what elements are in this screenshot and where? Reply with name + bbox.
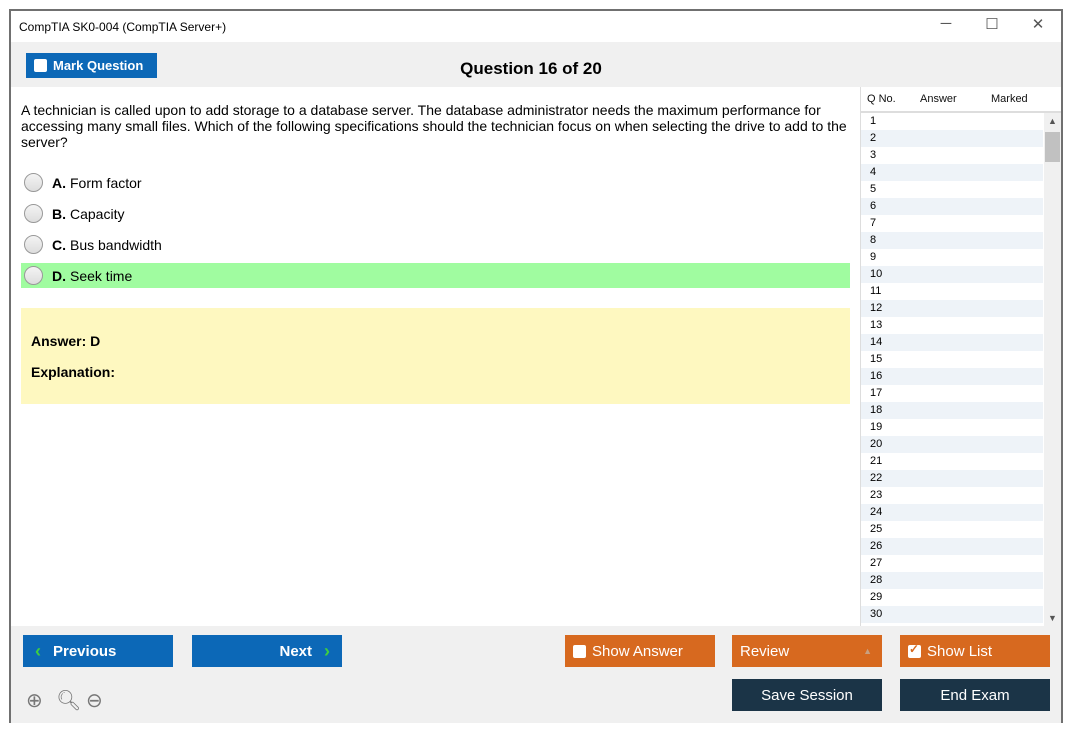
option-letter: D. <box>52 267 66 284</box>
checkbox-icon <box>34 59 47 72</box>
option-letter: A. <box>52 174 66 191</box>
list-row[interactable]: 29 <box>870 591 883 603</box>
option-text: Capacity <box>70 205 125 222</box>
previous-label: Previous <box>53 642 117 660</box>
caret-up-icon: ▲ <box>863 646 872 656</box>
zoom-out-icon[interactable]: ⊖ <box>86 690 103 712</box>
explanation-label: Explanation: <box>31 364 116 380</box>
list-row[interactable]: 25 <box>870 523 883 535</box>
answer-box: Answer: D Explanation: <box>21 308 850 404</box>
list-header: Q No. Answer Marked <box>861 87 1061 113</box>
list-row[interactable]: 14 <box>861 334 1043 351</box>
header-answer: Answer <box>920 93 957 105</box>
toolbar: Mark Question Question 16 of 20 <box>11 42 1061 87</box>
option-text: Bus bandwidth <box>70 236 162 253</box>
bottom-bar: ‹ Previous Next › Show Answer Review ▲ ✓ Sho… <box>11 626 1061 723</box>
show-answer-label: Show Answer <box>592 642 683 660</box>
list-row[interactable]: 15 <box>870 353 883 365</box>
list-row[interactable]: 19 <box>870 421 883 433</box>
list-row[interactable]: 30 <box>861 606 1043 623</box>
list-row[interactable]: 5 <box>870 183 877 195</box>
list-row[interactable]: 24 <box>861 504 1043 521</box>
checkbox-icon <box>573 644 586 658</box>
list-row[interactable]: 10 <box>861 266 1043 283</box>
option-text: Seek time <box>70 267 133 284</box>
zoom-reset-icon[interactable]: 🔍︎ <box>56 690 82 712</box>
scroll-up-icon[interactable]: ▲ <box>1048 116 1057 126</box>
scroll-thumb[interactable] <box>1045 132 1060 162</box>
list-row[interactable]: 8 <box>861 232 1043 249</box>
list-row[interactable]: 26 <box>861 538 1043 555</box>
mark-question-label: Mark Question <box>53 58 144 73</box>
list-row[interactable]: 9 <box>870 251 877 263</box>
list-row[interactable]: 22 <box>861 470 1043 487</box>
end-exam-button[interactable]: End Exam <box>900 679 1050 711</box>
list-row[interactable]: 27 <box>870 557 883 569</box>
radio-icon[interactable] <box>24 173 43 192</box>
answer-text: Answer: D <box>31 333 101 349</box>
app-window: CompTIA SK0-004 (CompTIA Server+) ─ ☐ ✕ … <box>9 9 1063 723</box>
question-list: Q No. Answer Marked 1 2 3 4 5 6 7 8 9 10 11 12 13 14 1… <box>860 87 1061 626</box>
option-letter: B. <box>52 205 66 222</box>
header-marked: Marked <box>991 93 1028 105</box>
review-label: Review <box>740 642 790 660</box>
chevron-left-icon: ‹ <box>35 640 41 661</box>
radio-icon[interactable] <box>24 266 43 285</box>
list-row[interactable]: 11 <box>870 285 882 297</box>
list-row[interactable]: 18 <box>861 402 1043 419</box>
question-text: A technician is called upon to add stora… <box>21 102 847 150</box>
option-letter: C. <box>52 236 66 253</box>
list-row[interactable]: 1 <box>870 115 877 127</box>
list-row[interactable]: 23 <box>870 489 883 501</box>
radio-icon[interactable] <box>24 204 43 223</box>
question-panel: A technician is called upon to add stora… <box>11 87 860 626</box>
list-row[interactable]: 12 <box>861 300 1043 317</box>
list-row[interactable]: 21 <box>870 455 883 467</box>
minimize-button[interactable]: ─ <box>940 15 952 32</box>
list-row[interactable]: 2 <box>861 130 1043 147</box>
next-label: Next <box>279 642 312 660</box>
list-row[interactable]: 16 <box>861 368 1043 385</box>
chevron-right-icon: › <box>324 640 330 661</box>
list-row[interactable]: 13 <box>870 319 883 331</box>
option-d[interactable]: D. Seek time <box>21 263 850 288</box>
option-c[interactable]: C. Bus bandwidth <box>21 232 850 257</box>
checkbox-checked-icon: ✓ <box>908 641 921 658</box>
option-text: Form factor <box>70 174 142 191</box>
show-answer-button[interactable]: Show Answer <box>565 635 715 667</box>
maximize-button[interactable]: ☐ <box>985 16 999 33</box>
save-session-button[interactable]: Save Session <box>732 679 882 711</box>
option-a[interactable]: A. Form factor <box>21 170 850 195</box>
close-button[interactable]: ✕ <box>1031 16 1045 33</box>
list-row[interactable]: 20 <box>861 436 1043 453</box>
list-row[interactable]: 7 <box>870 217 877 229</box>
list-row[interactable]: 17 <box>870 387 883 399</box>
question-counter: Question 16 of 20 <box>460 59 602 78</box>
list-row[interactable]: 28 <box>861 572 1043 589</box>
show-list-label: Show List <box>927 642 993 660</box>
previous-button[interactable]: ‹ Previous <box>23 635 173 667</box>
list-row[interactable]: 6 <box>861 198 1043 215</box>
list-row[interactable]: 4 <box>861 164 1043 181</box>
review-dropdown[interactable]: Review ▲ <box>732 635 882 667</box>
list-row[interactable]: 3 <box>870 149 877 161</box>
title-bar: CompTIA SK0-004 (CompTIA Server+) ─ ☐ ✕ <box>11 11 1061 42</box>
next-button[interactable]: Next › <box>192 635 342 667</box>
mark-question-button[interactable]: Mark Question <box>26 53 157 78</box>
show-list-button[interactable]: ✓ Show List <box>900 635 1050 667</box>
option-b[interactable]: B. Capacity <box>21 201 850 226</box>
header-qno: Q No. <box>867 93 896 105</box>
radio-icon[interactable] <box>24 235 43 254</box>
scrollbar[interactable]: ▲ ▼ <box>1044 113 1061 626</box>
zoom-in-icon[interactable]: ⊕ <box>26 690 43 712</box>
window-title: CompTIA SK0-004 (CompTIA Server+) <box>19 20 227 34</box>
scroll-down-icon[interactable]: ▼ <box>1048 613 1057 623</box>
